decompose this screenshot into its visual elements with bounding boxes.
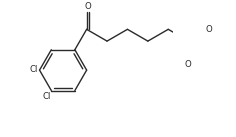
Text: Cl: Cl — [42, 92, 51, 101]
Text: Cl: Cl — [30, 65, 38, 74]
Text: O: O — [184, 60, 191, 69]
Text: O: O — [206, 25, 212, 34]
Text: O: O — [84, 2, 91, 11]
